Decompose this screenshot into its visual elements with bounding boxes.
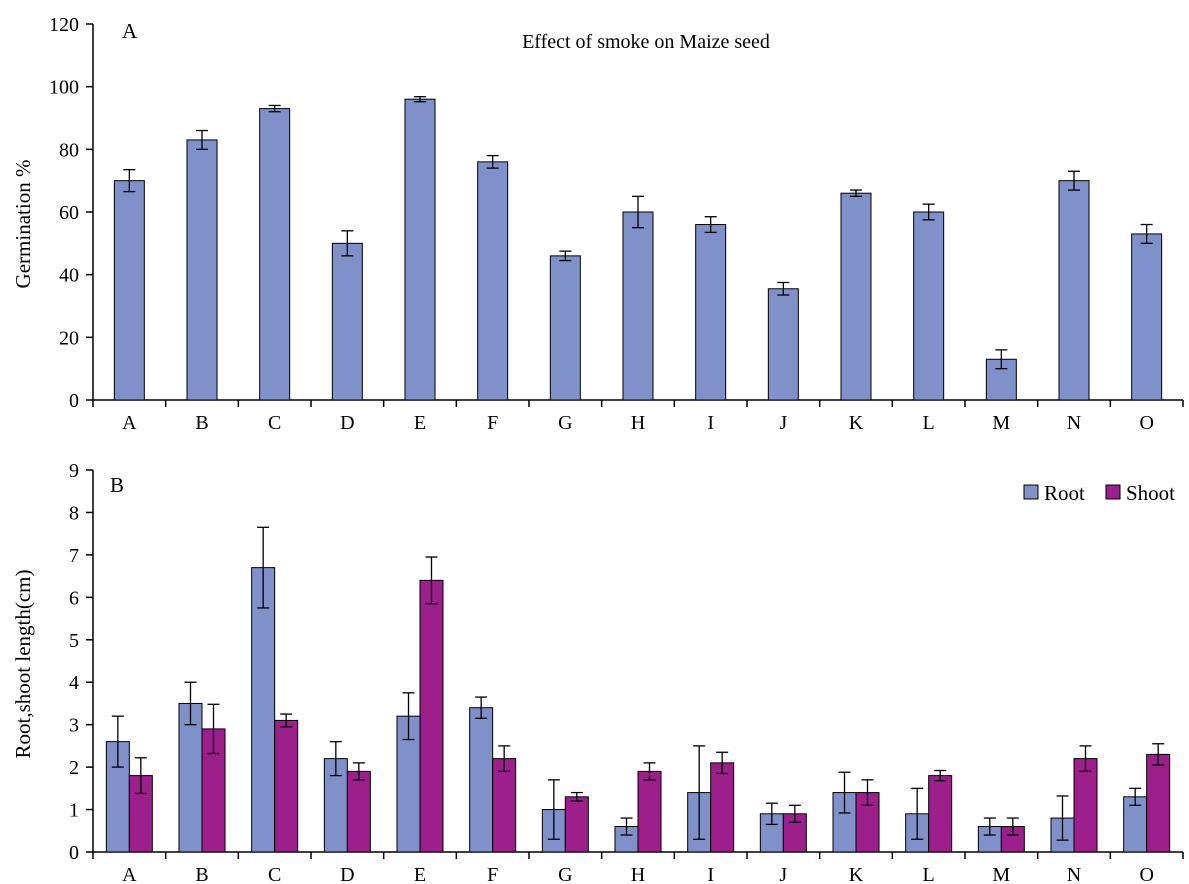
panel-a-y-tick-label: 80	[59, 139, 79, 161]
panel-a-bar-germination	[622, 211, 654, 401]
panel-a-bar-germination	[113, 180, 145, 401]
panel-b-length-chart: B Root,shoot length(cm) 0 1 2 3 4 5 6 7 8 9 A B C D E F…	[11, 460, 1184, 884]
panel-b-x-tick-label: M	[992, 864, 1010, 884]
panel-a-germination-chart: A Effect of smoke on Maize seed Germinat…	[11, 14, 1184, 434]
chart-title: Effect of smoke on Maize seed	[522, 31, 770, 53]
panel-b-y-tick-label: 9	[69, 460, 79, 482]
panel-b-x-tick-label: A	[122, 864, 137, 884]
panel-a-y-tick-label: 20	[59, 327, 79, 349]
panel-a-x-tick-label: J	[779, 412, 787, 434]
panel-a-x-tick-label: M	[992, 412, 1010, 434]
panel-b-y-tick-label: 7	[69, 545, 79, 567]
panel-a-bar-germination	[1058, 180, 1090, 401]
panel-a-x-tick-label: C	[268, 412, 281, 434]
panel-a-y-tick-label: 100	[49, 77, 79, 99]
panel-b-bar-shoot	[928, 775, 953, 853]
panel-b-bar-shoot	[274, 719, 299, 853]
legend-root-label: Root	[1044, 481, 1085, 505]
panel-a-x-tick-label: K	[849, 412, 864, 434]
panel-a-bar-germination	[695, 224, 727, 401]
panel-a-letter: A	[122, 19, 138, 43]
panel-a-y-tick-label: 40	[59, 265, 79, 287]
legend-root-swatch	[1023, 484, 1039, 500]
panel-b-x-tick-label: J	[779, 864, 787, 884]
panel-a-y-tick-label: 120	[49, 14, 79, 36]
panel-a-bar-germination	[913, 211, 945, 401]
panel-a-x-tick-label: F	[487, 412, 498, 434]
panel-b-x-tick-label: G	[558, 864, 572, 884]
panel-b-bar-root	[469, 707, 494, 853]
panel-a-plot-area: 0 20 40 60 80 100 120 A B C D E F G H I J K L M N O	[49, 14, 1184, 434]
panel-a-x-tick-label: I	[707, 412, 714, 434]
panel-b-x-tick-label: I	[707, 864, 714, 884]
panel-b-bar-shoot	[1146, 753, 1171, 853]
panel-b-y-tick-label: 5	[69, 630, 79, 652]
panel-b-bar-shoot	[419, 579, 444, 853]
panel-b-x-tick-label: O	[1139, 864, 1153, 884]
panel-b-plot-area: 0 1 2 3 4 5 6 7 8 9 A B C D E F G H I J K L M N O	[69, 460, 1184, 884]
panel-a-x-tick-label: E	[414, 412, 426, 434]
panel-a-y-axis-title: Germination %	[11, 160, 35, 289]
panel-a-bar-germination	[549, 255, 581, 401]
legend: Root Shoot	[1023, 481, 1175, 505]
panel-a-x-tick-label: N	[1067, 412, 1081, 434]
panel-b-bar-shoot	[564, 796, 589, 853]
panel-b-bar-root	[178, 702, 203, 853]
panel-b-y-tick-label: 6	[69, 587, 79, 609]
panel-b-y-tick-label: 3	[69, 715, 79, 737]
panel-b-x-tick-label: D	[340, 864, 354, 884]
panel-b-bar-shoot	[710, 762, 735, 853]
panel-b-bar-shoot	[637, 770, 662, 853]
panel-a-x-tick-label: D	[340, 412, 354, 434]
panel-b-y-axis-title: Root,shoot length(cm)	[11, 570, 35, 759]
panel-b-x-tick-label: N	[1067, 864, 1081, 884]
panel-a-x-tick-label: A	[122, 412, 137, 434]
panel-b-bar-shoot	[492, 758, 517, 853]
panel-b-bar-shoot	[1073, 758, 1098, 853]
panel-a-bar-germination	[840, 192, 872, 401]
panel-b-x-tick-label: F	[487, 864, 498, 884]
panel-a-y-tick-label: 0	[69, 390, 79, 412]
panel-b-x-tick-label: L	[923, 864, 935, 884]
panel-b-letter: B	[110, 473, 124, 497]
panel-b-x-tick-label: B	[195, 864, 208, 884]
panel-b-x-tick-label: H	[631, 864, 645, 884]
panel-a-bar-germination	[477, 161, 509, 401]
legend-shoot-swatch	[1105, 484, 1121, 500]
panel-b-y-tick-label: 4	[69, 672, 79, 694]
panel-a-x-tick-label: O	[1139, 412, 1153, 434]
panel-a-bar-germination	[259, 108, 291, 401]
panel-b-x-tick-label: E	[414, 864, 426, 884]
panel-a-bar-germination	[331, 242, 363, 401]
panel-b-bar-root	[251, 567, 276, 853]
panel-a-x-tick-label: L	[923, 412, 935, 434]
panel-b-x-tick-label: C	[268, 864, 281, 884]
panel-a-bar-germination	[404, 98, 436, 401]
panel-b-y-tick-label: 0	[69, 842, 79, 864]
panel-a-x-tick-label: G	[558, 412, 572, 434]
panel-a-bar-germination	[1131, 233, 1163, 401]
panel-a-y-tick-label: 60	[59, 202, 79, 224]
legend-shoot-label: Shoot	[1126, 481, 1175, 505]
panel-b-y-tick-label: 2	[69, 757, 79, 779]
panel-a-bar-germination	[767, 288, 799, 401]
panel-a-bar-germination	[186, 139, 218, 401]
panel-b-y-tick-label: 8	[69, 502, 79, 524]
panel-a-x-tick-label: B	[195, 412, 208, 434]
panel-b-x-tick-label: K	[849, 864, 864, 884]
panel-a-x-tick-label: H	[631, 412, 645, 434]
panel-b-bar-shoot	[346, 770, 371, 853]
panel-b-y-tick-label: 1	[69, 800, 79, 822]
